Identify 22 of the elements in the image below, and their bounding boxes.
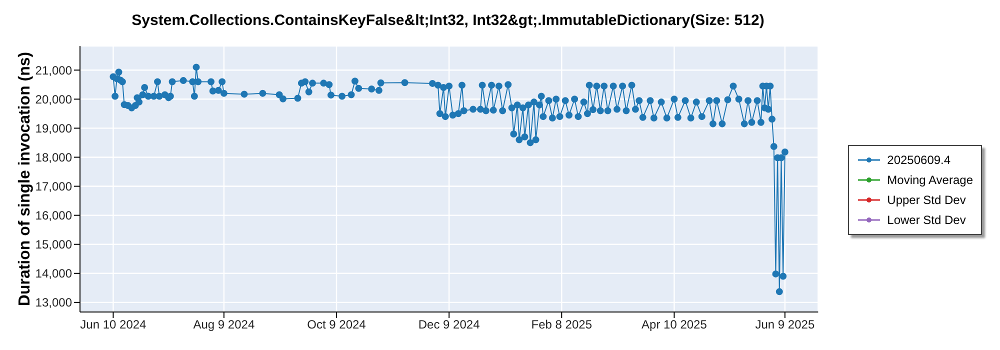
- chart-title: System.Collections.ContainsKeyFalse&lt;Int32, Int32&gt;.ImmutableDictionary(Size: 512): [130, 11, 766, 31]
- x-tick-label: Apr 10 2025: [642, 318, 708, 332]
- x-tick-label: Feb 8 2025: [531, 318, 592, 332]
- x-tick-label: Oct 9 2024: [307, 318, 366, 332]
- y-tick-label: 15,000: [35, 238, 72, 252]
- x-tick-label: Jun 9 2025: [755, 318, 815, 332]
- y-tick-label: 21,000: [35, 63, 72, 78]
- y-axis-title: Duration of single invocation (ns): [16, 52, 34, 306]
- y-tick-label: 18,000: [35, 150, 72, 164]
- y-tick-label: 13,000: [35, 296, 72, 310]
- y-tick-label: 19,000: [35, 121, 72, 136]
- legend-label: 20250609.4: [887, 153, 951, 167]
- x-tick-label: Jun 10 2024: [80, 318, 147, 332]
- x-tick-label: Dec 9 2024: [418, 318, 480, 332]
- y-tick-label: 16,000: [35, 208, 72, 223]
- x-tick-label: Aug 9 2024: [193, 318, 255, 332]
- y-tick-label: 17,000: [35, 180, 72, 194]
- legend-label: Lower Std Dev: [887, 213, 966, 227]
- y-tick-label: 20,000: [35, 92, 72, 106]
- legend-label: Moving Average: [887, 173, 973, 187]
- legend-label: Upper Std Dev: [887, 193, 966, 207]
- y-tick-label: 14,000: [35, 266, 72, 281]
